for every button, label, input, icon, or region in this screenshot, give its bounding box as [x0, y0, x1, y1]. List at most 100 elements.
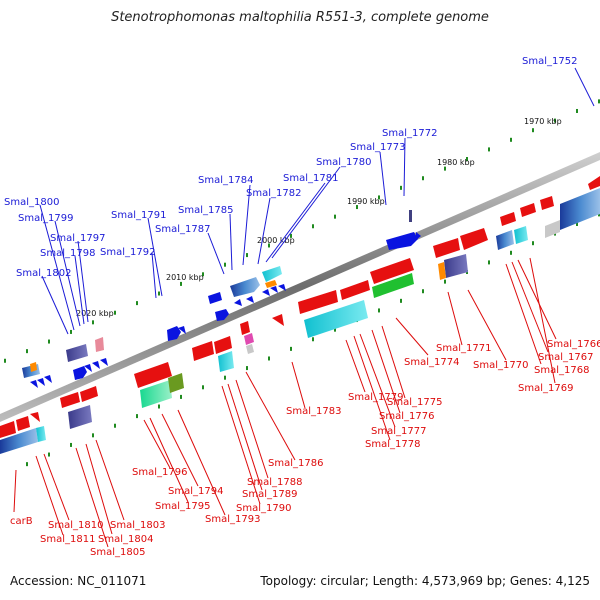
- gene-arrow[interactable]: [92, 361, 100, 369]
- gene-arrow[interactable]: [433, 238, 460, 258]
- gene-label[interactable]: Smal_1785: [178, 205, 233, 216]
- gene-label[interactable]: Smal_1788: [247, 477, 302, 488]
- gene-label[interactable]: Smal_1779: [348, 392, 403, 403]
- gene-arrow[interactable]: [0, 421, 16, 438]
- gene-block[interactable]: [262, 266, 282, 282]
- gene-label[interactable]: Smal_1772: [382, 128, 437, 139]
- gene-label[interactable]: Smal_1794: [168, 486, 223, 497]
- gene-arrow[interactable]: [167, 326, 181, 341]
- gene-label[interactable]: Smal_1802: [16, 268, 71, 279]
- gene-arrow[interactable]: [178, 326, 186, 334]
- gene-arrow[interactable]: [80, 386, 98, 402]
- gene-block[interactable]: [95, 337, 104, 352]
- gene-arrow[interactable]: [500, 212, 516, 226]
- gene-label[interactable]: Smal_1774: [404, 357, 459, 368]
- gene-arrow[interactable]: [60, 392, 80, 408]
- gene-block[interactable]: [218, 351, 234, 372]
- gene-block[interactable]: [444, 254, 468, 278]
- gene-block[interactable]: [438, 262, 446, 280]
- gene-label[interactable]: Smal_1790: [236, 503, 291, 514]
- gene-arrow[interactable]: [278, 284, 286, 291]
- gene-label[interactable]: Smal_1789: [242, 489, 297, 500]
- gene-arrow[interactable]: [208, 292, 222, 304]
- gene-label[interactable]: Smal_1792: [100, 247, 155, 258]
- gene-arrow[interactable]: [298, 290, 338, 314]
- gene-label[interactable]: Smal_1811: [40, 534, 95, 545]
- gene-label[interactable]: Smal_1769: [518, 383, 573, 394]
- gene-label[interactable]: Smal_1799: [18, 213, 73, 224]
- gene-arrow[interactable]: [370, 258, 414, 284]
- gene-label[interactable]: Smal_1793: [205, 514, 260, 525]
- gene-arrow[interactable]: [262, 289, 270, 296]
- gene-arrow[interactable]: [234, 299, 242, 306]
- gene-label[interactable]: Smal_1803: [110, 520, 165, 531]
- gene-label[interactable]: Smal_1773: [350, 142, 405, 153]
- gene-arrow[interactable]: [240, 321, 250, 335]
- gene-block[interactable]: [168, 373, 184, 393]
- gene-arrow[interactable]: [214, 336, 232, 354]
- gene-label[interactable]: Smal_1796: [132, 467, 187, 478]
- gene-arrow[interactable]: [272, 314, 284, 326]
- gene-arrow[interactable]: [270, 286, 278, 293]
- gene-arrow[interactable]: [73, 366, 87, 380]
- gene-arrow[interactable]: [134, 362, 172, 388]
- gene-label[interactable]: Smal_1778: [365, 439, 420, 450]
- gene-label[interactable]: Smal_1776: [379, 411, 434, 422]
- gene-label[interactable]: Smal_1786: [268, 458, 323, 469]
- gene-label[interactable]: Smal_1781: [283, 173, 338, 184]
- gene-block[interactable]: [246, 344, 254, 354]
- gene-arrow[interactable]: [416, 232, 421, 240]
- gene-label[interactable]: Smal_1804: [98, 534, 153, 545]
- gene-label[interactable]: Smal_1805: [90, 547, 145, 558]
- gene-label[interactable]: Smal_1775: [387, 397, 442, 408]
- gene-label[interactable]: Smal_1810: [48, 520, 103, 531]
- gene-block[interactable]: [514, 226, 528, 244]
- gene-label[interactable]: Smal_1798: [40, 248, 95, 259]
- gene-arrow[interactable]: [246, 296, 254, 303]
- gene-arrow[interactable]: [520, 203, 536, 217]
- gene-block[interactable]: [545, 220, 560, 238]
- gene-block[interactable]: [68, 405, 92, 429]
- gene-block[interactable]: [265, 280, 277, 288]
- gene-label[interactable]: Smal_1770: [473, 360, 528, 371]
- gene-arrow[interactable]: [215, 309, 229, 321]
- gene-block[interactable]: [0, 428, 38, 454]
- gene-block[interactable]: [304, 300, 368, 338]
- gene-label[interactable]: Smal_1780: [316, 157, 371, 168]
- gene-arrow[interactable]: [30, 412, 40, 422]
- gene-arrow[interactable]: [540, 196, 554, 210]
- gene-arrow[interactable]: [30, 380, 38, 388]
- gene-arrow[interactable]: [44, 375, 52, 383]
- gene-arrow[interactable]: [192, 341, 214, 361]
- gene-arrow[interactable]: [16, 416, 30, 431]
- gene-arrow[interactable]: [37, 378, 45, 386]
- gene-label[interactable]: Smal_1777: [371, 426, 426, 437]
- gene-label[interactable]: Smal_1766: [547, 339, 600, 350]
- gene-arrow[interactable]: [340, 280, 370, 300]
- gene-block[interactable]: [560, 188, 600, 230]
- gene-block[interactable]: [496, 230, 514, 250]
- gene-label[interactable]: Smal_1767: [538, 352, 593, 363]
- gene-label[interactable]: Smal_1791: [111, 210, 166, 221]
- gene-label[interactable]: carB: [10, 516, 33, 527]
- gene-block[interactable]: [372, 273, 414, 298]
- gene-label[interactable]: Smal_1768: [534, 365, 589, 376]
- gene-label[interactable]: Smal_1795: [155, 501, 210, 512]
- gene-label[interactable]: Smal_1782: [246, 188, 301, 199]
- gene-label[interactable]: Smal_1771: [436, 343, 491, 354]
- gene-label[interactable]: Smal_1800: [4, 197, 59, 208]
- gene-arrow[interactable]: [588, 176, 600, 190]
- gene-block[interactable]: [30, 362, 37, 372]
- gene-block[interactable]: [36, 426, 46, 442]
- gene-arrow[interactable]: [460, 228, 488, 250]
- gene-block[interactable]: [244, 333, 254, 345]
- gene-block[interactable]: [409, 210, 412, 222]
- gene-arrow[interactable]: [386, 232, 418, 250]
- gene-arrow[interactable]: [100, 358, 108, 366]
- gene-block[interactable]: [230, 277, 260, 297]
- gene-label[interactable]: Smal_1797: [50, 233, 105, 244]
- gene-block[interactable]: [66, 344, 88, 362]
- gene-block[interactable]: [140, 380, 172, 408]
- gene-arrow[interactable]: [84, 364, 92, 372]
- gene-label[interactable]: Smal_1783: [286, 406, 341, 417]
